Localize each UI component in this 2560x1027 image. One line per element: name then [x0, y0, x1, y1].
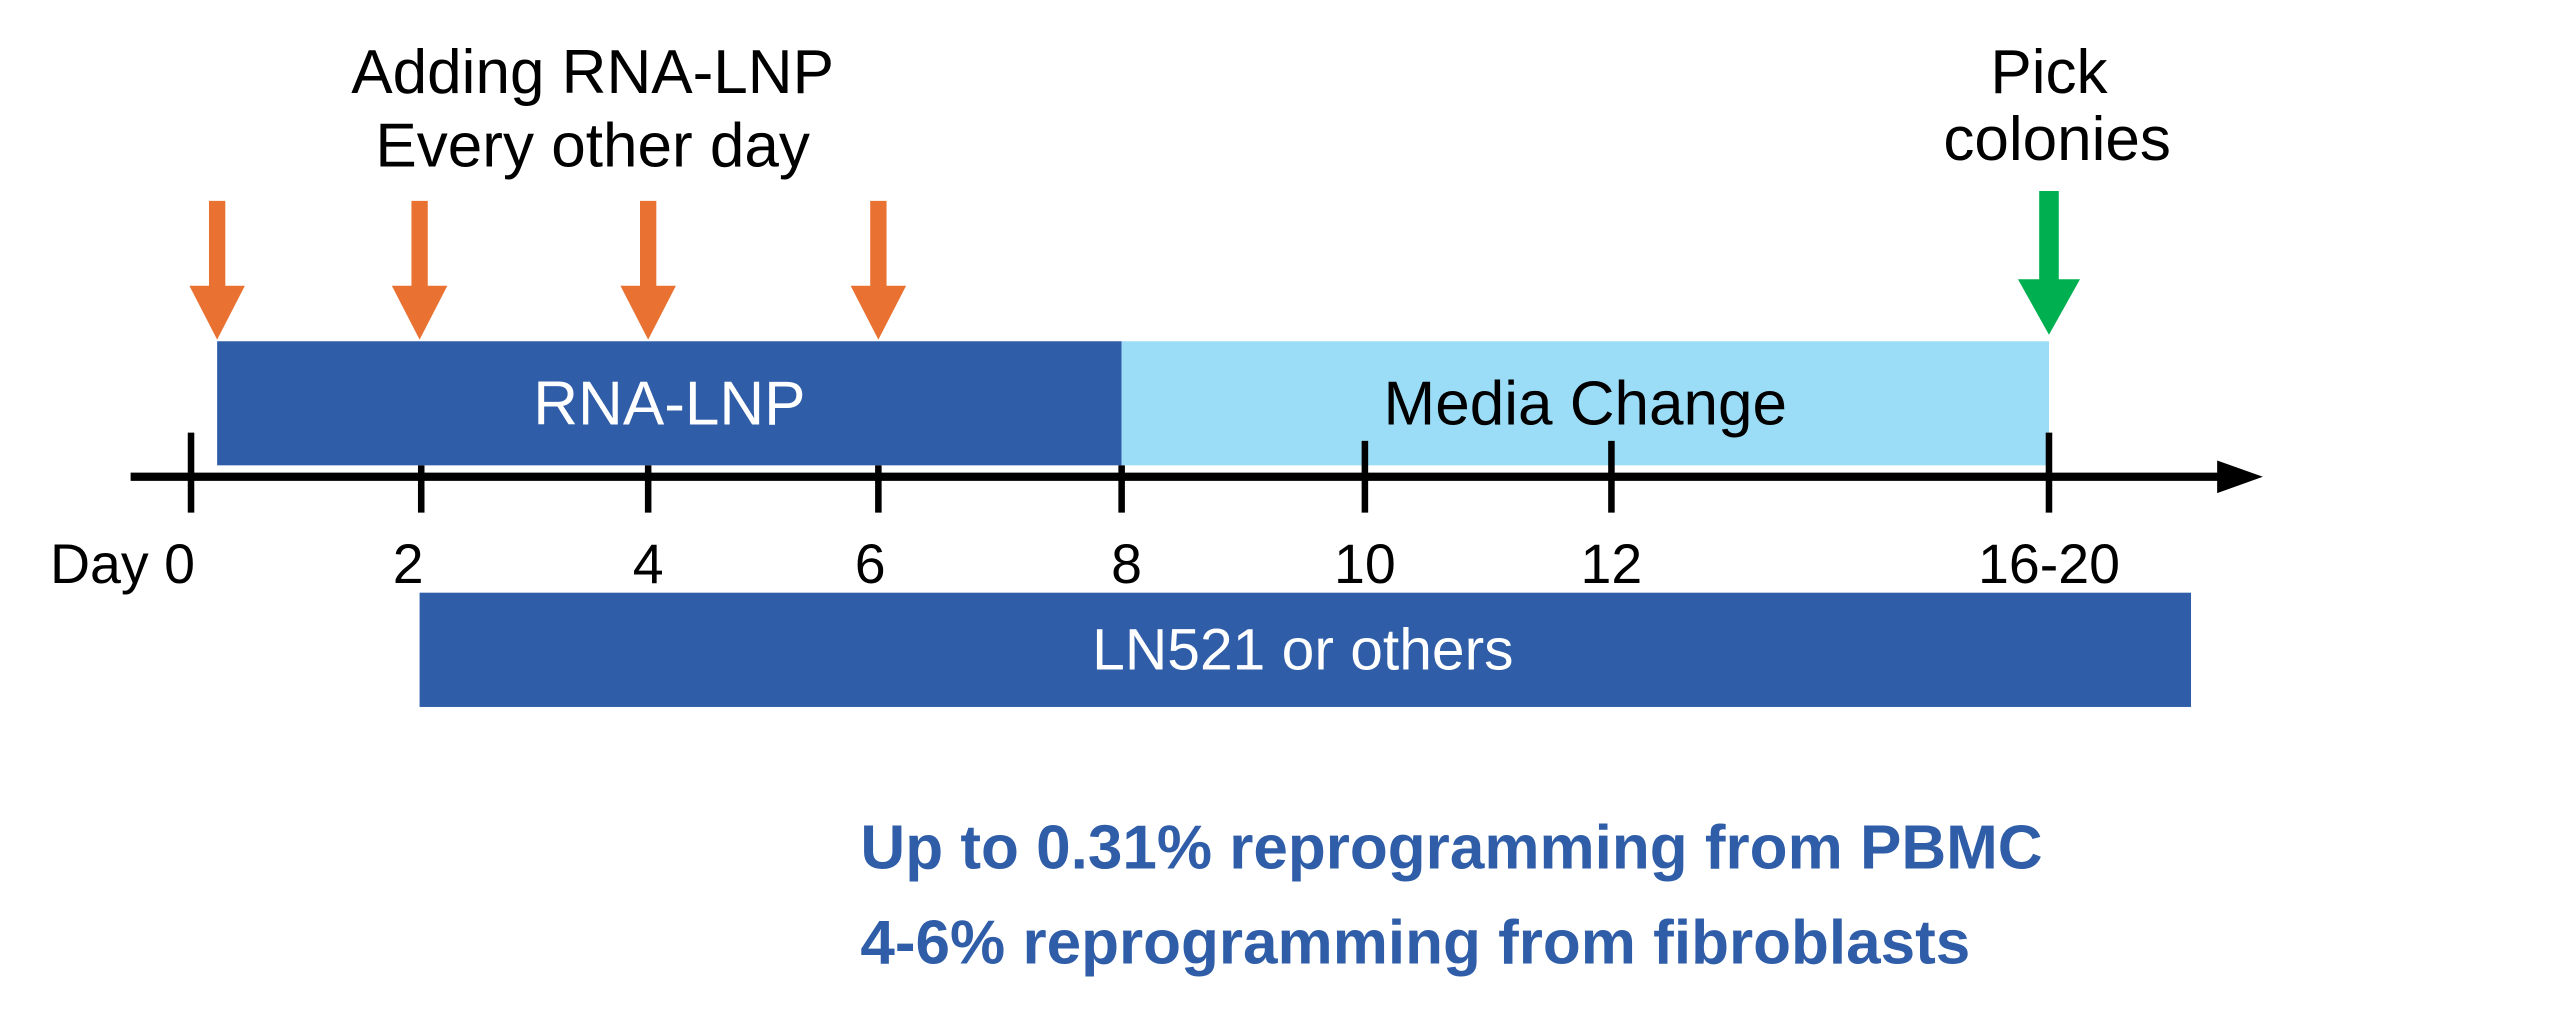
tick-label-day-0: Day 0 — [50, 533, 195, 595]
tick-label-4: 4 — [633, 533, 664, 595]
tick-label-16-20: 16-20 — [1978, 533, 2120, 595]
tick-label-12: 12 — [1581, 533, 1643, 595]
orange-arrow-down-icon — [391, 200, 448, 340]
ln521-bar — [419, 592, 2192, 707]
media-change-bar-label: Media Change — [1384, 370, 1787, 439]
rna-lnp-bar — [217, 341, 1122, 466]
orange-arrow-down-icon — [189, 200, 245, 340]
tick-label-6: 6 — [855, 533, 886, 595]
adding-rna-lnp-label: Adding RNA-LNP — [351, 38, 834, 107]
rna-lnp-addition-arrows — [189, 200, 907, 340]
tick-label-10: 10 — [1334, 533, 1396, 595]
green-arrow-down-icon — [2017, 191, 2080, 335]
ln521-bar-label: LN521 or others — [1092, 617, 1513, 682]
pick-label: Pick — [1990, 38, 2108, 107]
tick-label-2: 2 — [393, 533, 424, 595]
media-change-bar — [1121, 341, 2049, 466]
timeline-axis — [130, 432, 2263, 513]
axis-arrow-right-icon — [2217, 460, 2263, 494]
colonies-label: colonies — [1943, 105, 2171, 174]
orange-arrow-down-icon — [620, 200, 676, 340]
rna-lnp-bar-label: RNA-LNP — [533, 370, 805, 439]
tick-label-8: 8 — [1111, 533, 1142, 595]
result-pbmc: Up to 0.31% reprogramming from PBMC — [860, 814, 2042, 883]
every-other-day-label: Every other day — [375, 112, 809, 181]
result-fibroblasts: 4-6% reprogramming from fibroblasts — [860, 908, 1970, 977]
orange-arrow-down-icon — [850, 200, 907, 340]
